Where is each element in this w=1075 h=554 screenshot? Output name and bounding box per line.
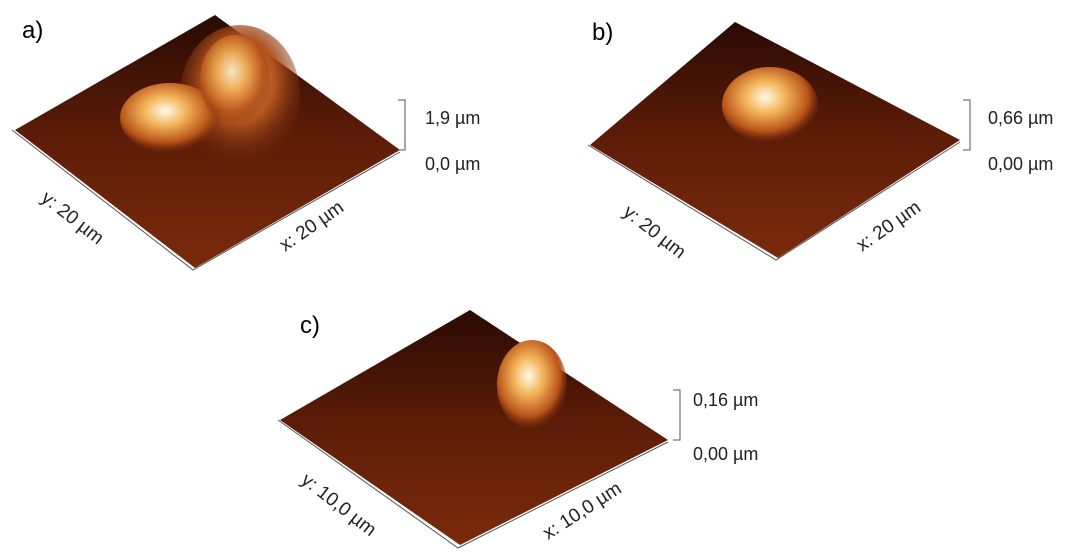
z-max: 0,66 µm [988, 108, 1053, 128]
panel-a: a) 1,9 µm 0,0 µm y: 20 µm x: 20 µm [12, 15, 480, 270]
z-max: 0,16 µm [693, 390, 758, 410]
panel-label: c) [300, 312, 320, 339]
panel-label: b) [592, 19, 613, 46]
peak [200, 35, 270, 125]
z-min: 0,00 µm [693, 444, 758, 464]
z-max: 1,9 µm [425, 108, 480, 128]
y-axis-label: y: 20 µm [619, 201, 690, 263]
z-min: 0,0 µm [425, 154, 480, 174]
z-scale [963, 100, 970, 150]
peak [722, 67, 818, 143]
panel-b: b) 0,66 µm 0,00 µm y: 20 µm x: 20 µm [588, 19, 1053, 263]
x-axis-label: x: 20 µm [853, 197, 925, 256]
panel-label: a) [22, 17, 43, 44]
z-scale [673, 390, 680, 440]
figure: a) 1,9 µm 0,0 µm y: 20 µm x: 20 µm b) 0,… [0, 0, 1075, 554]
peak [497, 340, 567, 430]
y-axis-label: y: 20 µm [37, 187, 108, 249]
panel-c: c) 0,16 µm 0,00 µm y: 10,0 µm x: 10,0 µm [278, 310, 758, 548]
z-min: 0,00 µm [988, 154, 1053, 174]
z-scale [398, 100, 405, 150]
